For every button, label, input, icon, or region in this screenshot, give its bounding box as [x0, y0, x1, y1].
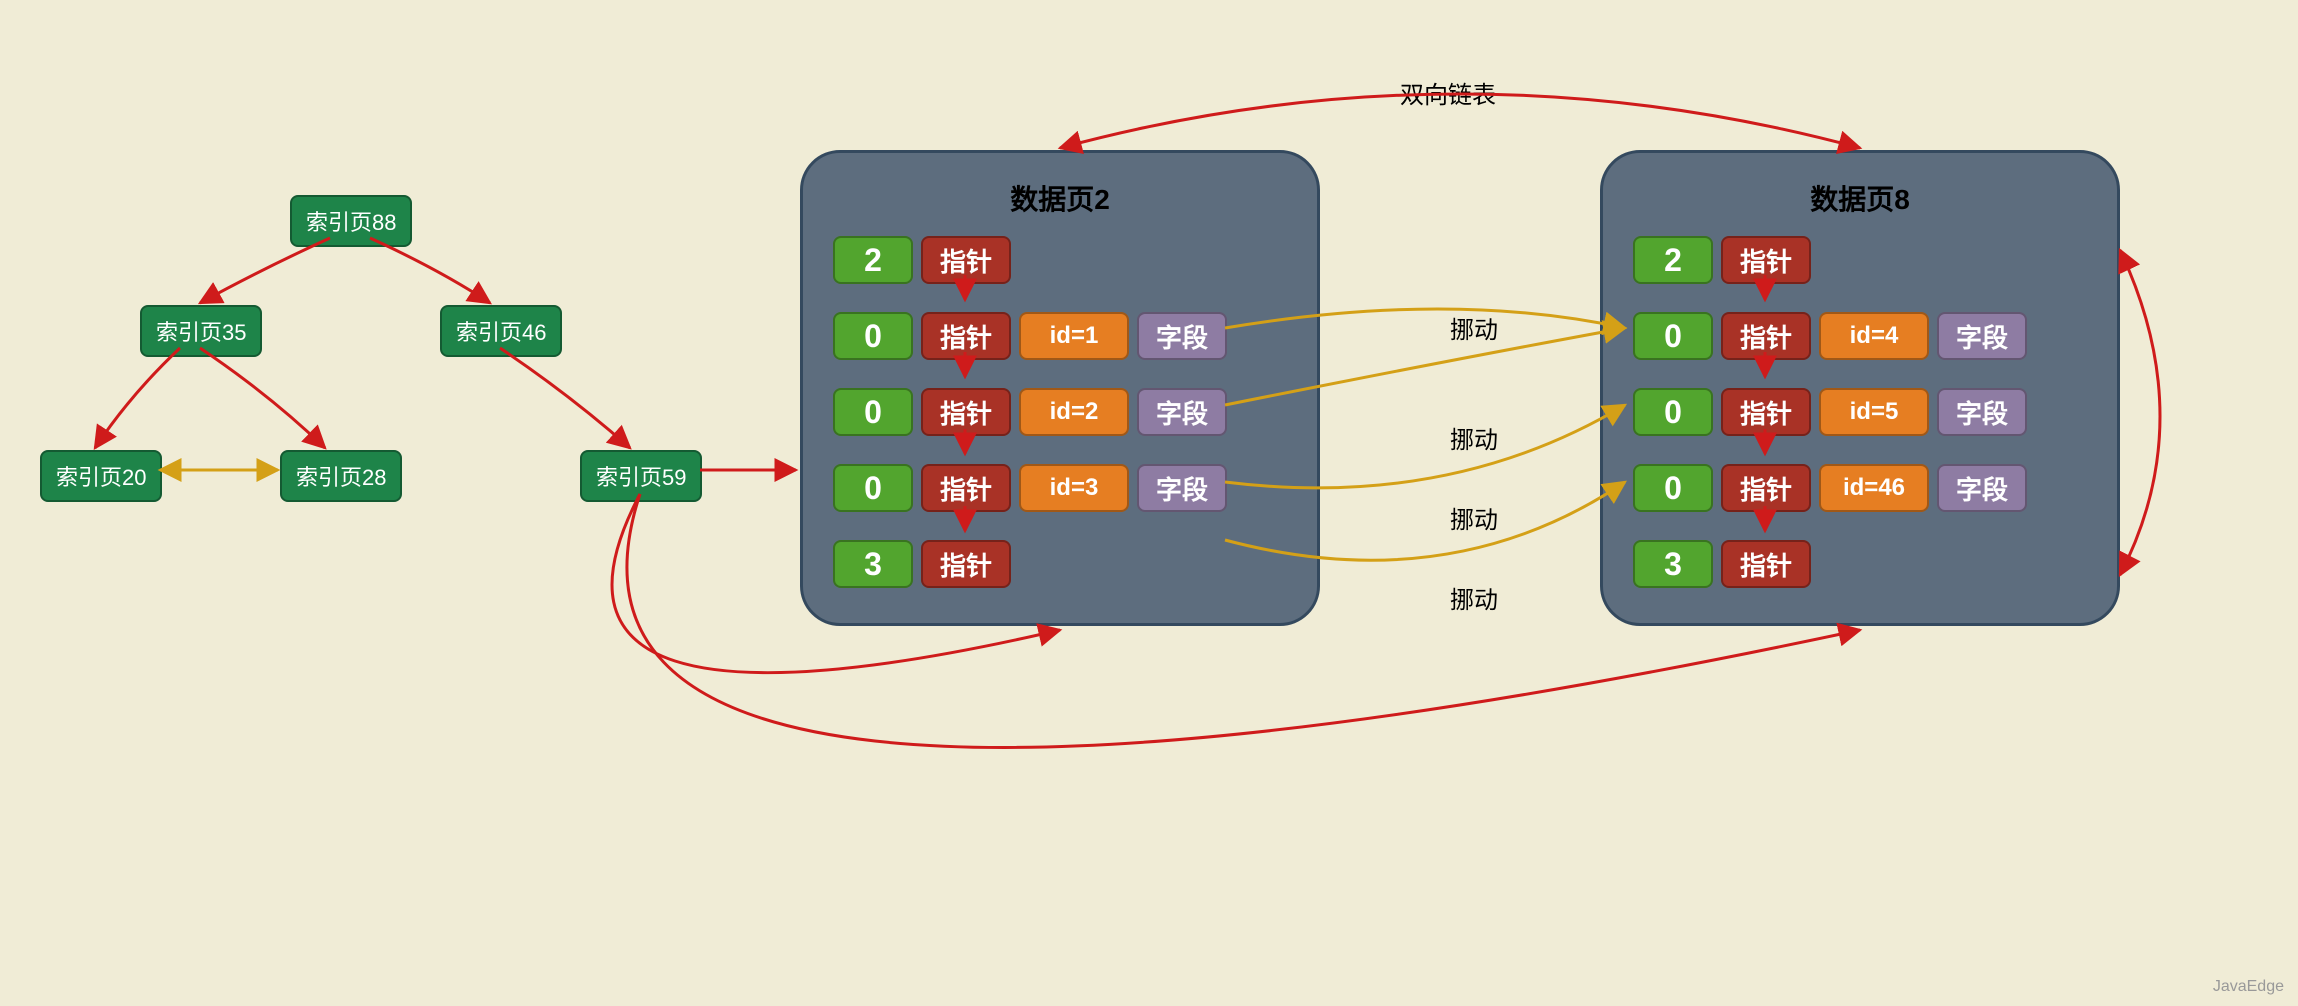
dp2-row3: 0 指针 id=46 字段: [1633, 464, 2087, 512]
dp1-r2-id: id=2: [1019, 388, 1129, 436]
dp2-r0-num: 2: [1633, 236, 1713, 284]
data-page-2: 数据页8 2 指针 0 指针 id=4 字段 0 指针 id=5 字段 0 指针…: [1600, 150, 2120, 626]
dp1-row2: 0 指针 id=2 字段: [833, 388, 1287, 436]
dp2-r3-field: 字段: [1937, 464, 2027, 512]
dp1-r2-num: 0: [833, 388, 913, 436]
dp2-row2: 0 指针 id=5 字段: [1633, 388, 2087, 436]
label-move-2: 挪动: [1450, 420, 1498, 455]
data-page-1: 数据页2 2 指针 0 指针 id=1 字段 0 指针 id=2 字段 0 指针…: [800, 150, 1320, 626]
dp1-r2-ptr: 指针: [921, 388, 1011, 436]
dp2-r3-ptr: 指针: [1721, 464, 1811, 512]
dp1-row4: 3 指针: [833, 540, 1287, 588]
dp1-r3-num: 0: [833, 464, 913, 512]
index-rr: 索引页59: [580, 450, 702, 502]
label-doubly-linked: 双向链表: [1400, 75, 1496, 110]
label-move-1: 挪动: [1450, 310, 1498, 345]
label-move-3: 挪动: [1450, 500, 1498, 535]
dp1-r3-field: 字段: [1137, 464, 1227, 512]
dp2-r1-field: 字段: [1937, 312, 2027, 360]
dp2-row1: 0 指针 id=4 字段: [1633, 312, 2087, 360]
dp1-row3: 0 指针 id=3 字段: [833, 464, 1287, 512]
dp1-r4-num: 3: [833, 540, 913, 588]
index-root: 索引页88: [290, 195, 412, 247]
dp1-r3-ptr: 指针: [921, 464, 1011, 512]
index-lr: 索引页28: [280, 450, 402, 502]
watermark: JavaEdge: [2213, 978, 2284, 996]
dp2-r2-ptr: 指针: [1721, 388, 1811, 436]
dp2-r1-ptr: 指针: [1721, 312, 1811, 360]
data-page-1-title: 数据页2: [833, 178, 1287, 218]
label-move-4: 挪动: [1450, 580, 1498, 615]
dp1-r1-ptr: 指针: [921, 312, 1011, 360]
dp1-r3-id: id=3: [1019, 464, 1129, 512]
dp2-r3-id: id=46: [1819, 464, 1929, 512]
dp2-row4: 3 指针: [1633, 540, 2087, 588]
dp2-r4-ptr: 指针: [1721, 540, 1811, 588]
dp1-r1-field: 字段: [1137, 312, 1227, 360]
dp1-row1: 0 指针 id=1 字段: [833, 312, 1287, 360]
index-ll: 索引页20: [40, 450, 162, 502]
index-l: 索引页35: [140, 305, 262, 357]
dp2-r2-id: id=5: [1819, 388, 1929, 436]
dp2-r3-num: 0: [1633, 464, 1713, 512]
dp1-r4-ptr: 指针: [921, 540, 1011, 588]
index-r: 索引页46: [440, 305, 562, 357]
dp2-r2-num: 0: [1633, 388, 1713, 436]
dp2-r2-field: 字段: [1937, 388, 2027, 436]
dp1-r1-id: id=1: [1019, 312, 1129, 360]
dp1-row0: 2 指针: [833, 236, 1287, 284]
dp1-r0-num: 2: [833, 236, 913, 284]
dp2-r1-id: id=4: [1819, 312, 1929, 360]
dp1-r1-num: 0: [833, 312, 913, 360]
dp2-row0: 2 指针: [1633, 236, 2087, 284]
dp2-r1-num: 0: [1633, 312, 1713, 360]
dp2-r4-num: 3: [1633, 540, 1713, 588]
dp1-r2-field: 字段: [1137, 388, 1227, 436]
dp1-r0-ptr: 指针: [921, 236, 1011, 284]
data-page-2-title: 数据页8: [1633, 178, 2087, 218]
dp2-r0-ptr: 指针: [1721, 236, 1811, 284]
